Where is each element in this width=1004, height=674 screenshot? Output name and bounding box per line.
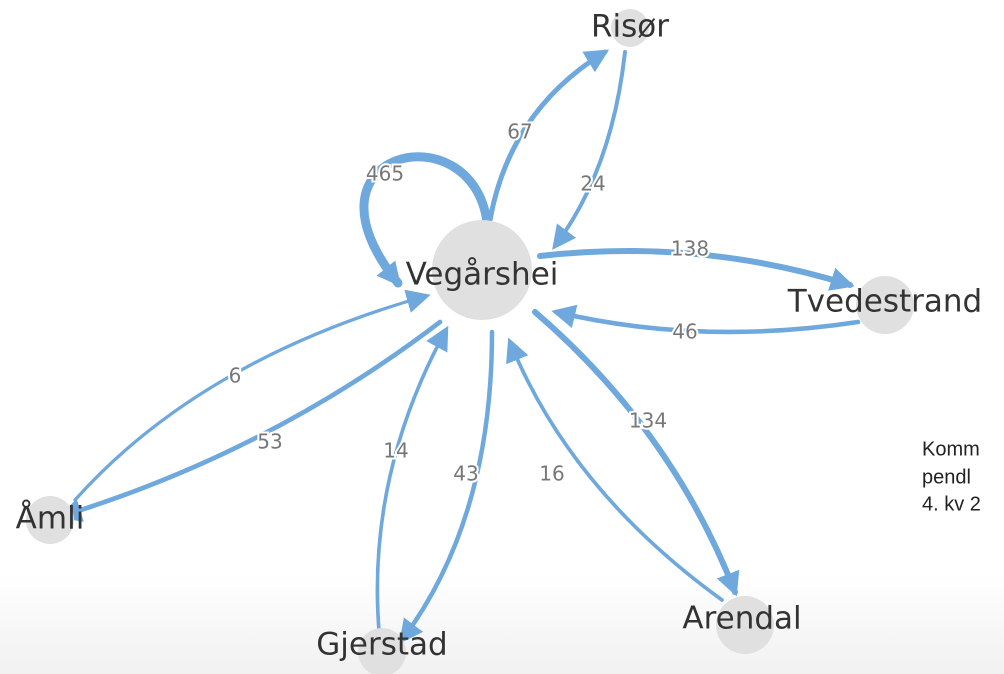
edge <box>399 329 495 644</box>
edge <box>506 337 724 602</box>
edge <box>552 50 627 250</box>
edge <box>57 319 443 522</box>
edge <box>536 248 855 291</box>
edge-label: 16 <box>539 462 564 486</box>
caption-line: pendl <box>922 466 971 488</box>
node <box>26 496 74 544</box>
edge <box>359 152 492 288</box>
edge <box>375 325 449 644</box>
edges <box>57 49 861 644</box>
edge-label: 138 <box>671 237 709 261</box>
caption: Komm pendl 4. kv 2 <box>922 438 981 515</box>
edge-label: 67 <box>507 120 532 144</box>
node <box>611 9 649 47</box>
edge-label: 134 <box>629 409 667 433</box>
node <box>432 220 532 320</box>
node-label: Gjerstad <box>316 627 447 663</box>
edge <box>551 304 861 335</box>
edge-label: 53 <box>257 430 282 454</box>
edge <box>487 49 610 223</box>
node <box>358 628 406 674</box>
caption-line: Komm <box>922 438 980 460</box>
nodes <box>26 9 914 674</box>
edge-label: 14 <box>383 439 408 463</box>
edge-label: 465 <box>366 162 404 186</box>
edge-label: 46 <box>672 320 697 344</box>
node-label: Risør <box>591 9 669 45</box>
edge-label: 6 <box>229 364 242 388</box>
edge <box>73 289 431 502</box>
edge-label: 24 <box>580 172 605 196</box>
node-label: Åmli <box>16 501 85 537</box>
edge-label: 43 <box>453 462 478 486</box>
node <box>856 276 914 334</box>
node-label: Tvedestrand <box>787 284 982 320</box>
edge <box>532 309 740 597</box>
labels: 465 67 24 138 46 134 16 43 14 53 6 Vegårshei Risør Tv… <box>16 9 983 663</box>
node <box>716 596 774 654</box>
node-label: Vegårshei <box>406 257 559 293</box>
node-label: Arendal <box>682 601 801 637</box>
caption-line: 4. kv 2 <box>922 493 981 515</box>
